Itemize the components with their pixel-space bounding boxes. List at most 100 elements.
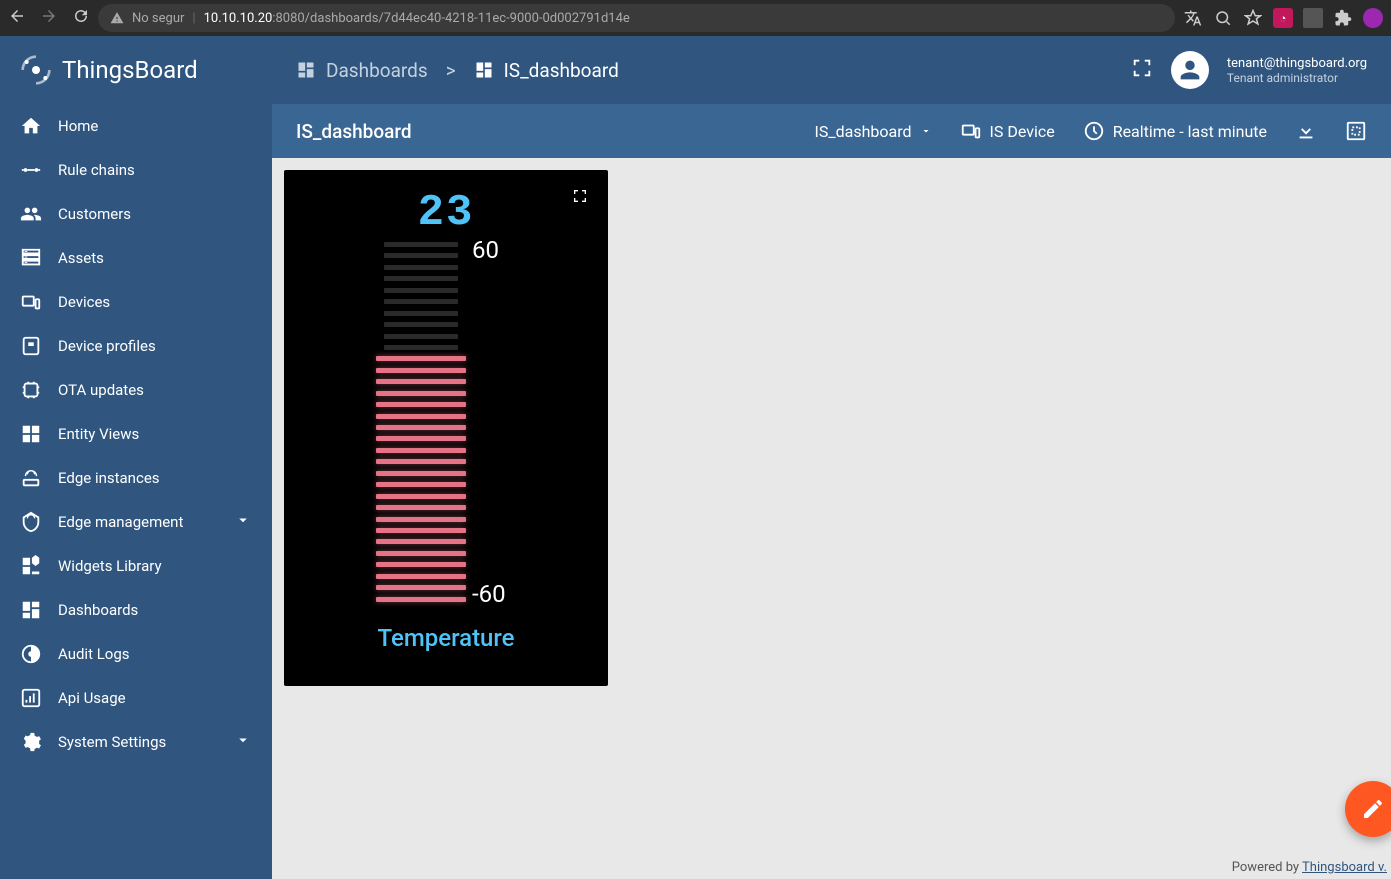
edit-fab[interactable] [1345, 781, 1391, 837]
widgets-icon [20, 555, 42, 577]
expand-button[interactable] [1345, 120, 1367, 142]
breadcrumb-current[interactable]: IS_dashboard [474, 59, 619, 82]
sidebar-item-device-profiles[interactable]: Device profiles [0, 324, 272, 368]
avatar[interactable] [1171, 51, 1209, 89]
chevron-down-icon [920, 125, 932, 137]
footer-prefix: Powered by [1232, 860, 1302, 875]
sidebar-item-system-settings[interactable]: System Settings [0, 720, 272, 764]
user-info[interactable]: tenant@thingsboard.org Tenant administra… [1227, 56, 1367, 85]
sidebar-item-customers[interactable]: Customers [0, 192, 272, 236]
export-button[interactable] [1295, 120, 1317, 142]
sidebar-item-assets[interactable]: Assets [0, 236, 272, 280]
star-icon[interactable] [1243, 8, 1263, 28]
extension-2-icon[interactable] [1303, 8, 1323, 28]
gauge-bar [376, 574, 466, 579]
sidebar-item-edge-management[interactable]: Edge management [0, 500, 272, 544]
sidebar-item-label: Api Usage [58, 689, 126, 707]
sidebar-item-widgets-library[interactable]: Widgets Library [0, 544, 272, 588]
sidebar-item-label: Rule chains [58, 161, 135, 179]
dashboard-icon [296, 60, 316, 80]
zoom-icon[interactable] [1213, 8, 1233, 28]
chevron-down-icon [234, 511, 252, 533]
gauge-bar [376, 368, 466, 373]
download-icon [1295, 120, 1317, 142]
chevron-down-icon [234, 731, 252, 753]
fullscreen-icon[interactable] [1131, 57, 1153, 83]
assets-icon [20, 247, 42, 269]
breadcrumb: Dashboards > IS_dashboard [296, 59, 619, 82]
gauge-bar [384, 345, 458, 350]
gauge-bar [384, 311, 458, 316]
sidebar-item-label: Edge management [58, 513, 183, 531]
widget-title: Temperature [377, 624, 514, 652]
sidebar-item-label: Edge instances [58, 469, 160, 487]
gauge-bar [376, 562, 466, 567]
gauge-bar [376, 494, 466, 499]
settings-icon [20, 731, 42, 753]
devices-icon [20, 291, 42, 313]
person-icon [1176, 56, 1204, 84]
edgeinstances-icon [20, 467, 42, 489]
sidebar-item-audit-logs[interactable]: Audit Logs [0, 632, 272, 676]
timewindow-selector[interactable]: Realtime - last minute [1083, 120, 1267, 142]
url-path: :8080/dashboards/7d44ec40-4218-11ec-9000… [272, 11, 630, 26]
reload-icon[interactable] [72, 7, 90, 29]
gauge-bar [376, 436, 466, 441]
gauge-bar [384, 265, 458, 270]
breadcrumb-separator: > [446, 59, 456, 82]
breadcrumb-root[interactable]: Dashboards [296, 59, 428, 82]
gauge-body: 60 -60 [376, 242, 516, 602]
gauge-bar [384, 322, 458, 327]
sidebar-item-edge-instances[interactable]: Edge instances [0, 456, 272, 500]
sidebar-item-ota-updates[interactable]: OTA updates [0, 368, 272, 412]
logo[interactable]: ThingsBoard [0, 36, 272, 104]
ota-icon [20, 379, 42, 401]
gauge-bar [376, 379, 466, 384]
sidebar-item-dashboards[interactable]: Dashboards [0, 588, 272, 632]
sidebar-item-entity-views[interactable]: Entity Views [0, 412, 272, 456]
breadcrumb-current-label: IS_dashboard [504, 59, 619, 82]
entity-selector[interactable]: IS Device [960, 120, 1055, 142]
deviceprofiles-icon [20, 335, 42, 357]
gauge-min-label: -60 [472, 580, 506, 608]
footer-link[interactable]: Thingsboard v. [1302, 860, 1387, 875]
warning-icon [110, 11, 124, 25]
back-icon[interactable] [8, 7, 26, 29]
gauge-bar [376, 482, 466, 487]
gauge-bar [384, 299, 458, 304]
sidebar-item-devices[interactable]: Devices [0, 280, 272, 324]
sidebar-item-home[interactable]: Home [0, 104, 272, 148]
sidebar-item-label: Entity Views [58, 425, 139, 443]
gauge-bar [376, 459, 466, 464]
gauge-value: 23 [418, 188, 475, 238]
profile-icon[interactable] [1363, 8, 1383, 28]
sidebar-item-label: Audit Logs [58, 645, 130, 663]
gauge-bar [376, 402, 466, 407]
forward-icon[interactable] [40, 7, 58, 29]
extensions-icon[interactable] [1333, 8, 1353, 28]
gauge-bar [376, 471, 466, 476]
app-name: ThingsBoard [62, 56, 198, 84]
widget-fullscreen-icon[interactable] [572, 188, 588, 208]
translate-icon[interactable] [1183, 8, 1203, 28]
sidebar-item-label: Home [58, 117, 98, 135]
sidebar-item-api-usage[interactable]: Api Usage [0, 676, 272, 720]
devices-icon [960, 120, 982, 142]
gauge-bar [376, 539, 466, 544]
sidebar-item-rule-chains[interactable]: Rule chains [0, 148, 272, 192]
customers-icon [20, 203, 42, 225]
auditlogs-icon [20, 643, 42, 665]
gauge-bar [384, 253, 458, 258]
gauge-bar [376, 597, 466, 602]
sidebar: ThingsBoard Home Rule chains CustomersAsse… [0, 36, 272, 879]
sidebar-item-label: System Settings [58, 733, 166, 751]
address-bar[interactable]: No segur | 10.10.10.20:8080/dashboards/7… [98, 4, 1175, 32]
gauge-bar [376, 356, 466, 361]
apiusage-icon [20, 687, 42, 709]
dashboard-selector[interactable]: IS_dashboard [815, 122, 932, 141]
gauge-bar [376, 585, 466, 590]
footer: Powered by Thingsboard v. [1232, 860, 1387, 875]
extension-1-icon[interactable]: ◔ [1273, 8, 1293, 28]
security-label: No segur [132, 11, 184, 26]
dashboard-content: 23 60 -60 Temperature Powered by Thingsb… [272, 158, 1391, 879]
